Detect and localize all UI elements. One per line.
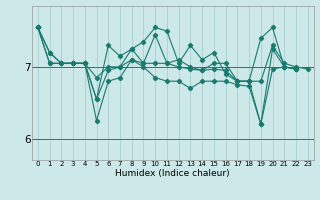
X-axis label: Humidex (Indice chaleur): Humidex (Indice chaleur) bbox=[116, 169, 230, 178]
